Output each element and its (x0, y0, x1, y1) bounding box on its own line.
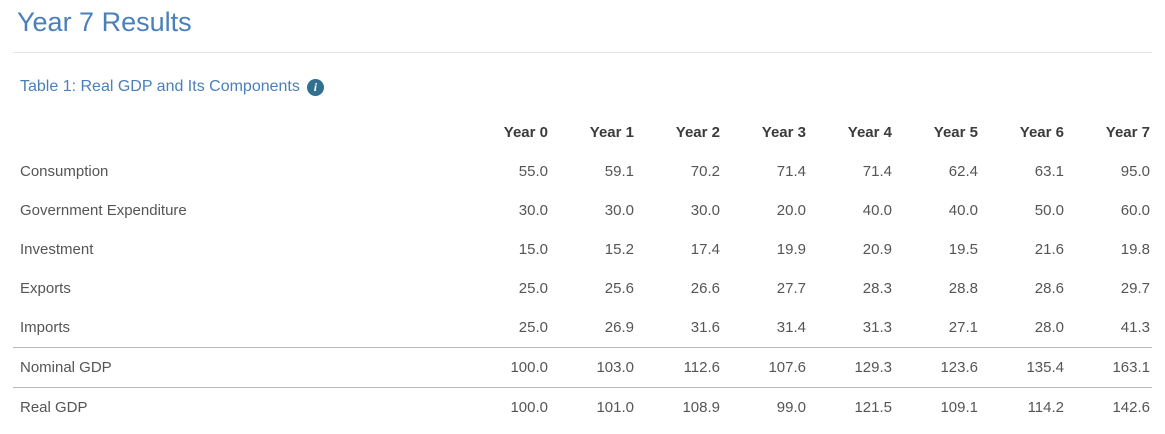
cell: 25.0 (518, 319, 548, 336)
column-header-year-1: Year 1 (589, 124, 634, 141)
cell: 112.6 (683, 359, 720, 376)
cell: 108.9 (682, 399, 720, 416)
cell: 71.4 (862, 163, 892, 180)
cell: 95.0 (1120, 163, 1150, 180)
row-label: Imports (20, 319, 71, 336)
cell: 123.6 (940, 359, 978, 376)
cell: 31.3 (862, 319, 892, 336)
cell: 25.0 (518, 280, 548, 297)
cell: 142.6 (1112, 399, 1150, 416)
column-header-year-4: Year 4 (847, 124, 892, 141)
column-header-year-6: Year 6 (1019, 124, 1064, 141)
table-row-consumption: Consumption 55.0 59.1 70.2 71.4 71.4 62.… (13, 152, 1152, 191)
cell: 31.4 (776, 319, 806, 336)
cell: 70.2 (690, 163, 720, 180)
column-header-year-7: Year 7 (1105, 124, 1150, 141)
cell: 20.9 (862, 241, 892, 258)
cell: 163.1 (1112, 359, 1150, 376)
column-header-year-0: Year 0 (503, 124, 548, 141)
cell: 19.5 (948, 241, 978, 258)
cell: 40.0 (948, 202, 978, 219)
cell: 30.0 (604, 202, 634, 219)
title-divider (13, 52, 1152, 53)
corner-cell (13, 113, 464, 152)
cell: 59.1 (604, 163, 634, 180)
info-circle-icon[interactable]: i (306, 78, 324, 96)
cell: 31.6 (690, 319, 720, 336)
table-row-government-expenditure: Government Expenditure 30.0 30.0 30.0 20… (13, 191, 1152, 230)
cell: 63.1 (1034, 163, 1064, 180)
row-label: Consumption (20, 163, 109, 180)
cell: 26.9 (604, 319, 634, 336)
page-title: Year 7 Results (17, 7, 192, 37)
cell: 28.8 (948, 280, 978, 297)
column-header-year-5: Year 5 (933, 124, 978, 141)
cell: 135.4 (1026, 359, 1064, 376)
cell: 99.0 (776, 399, 806, 416)
cell: 109.1 (940, 399, 978, 416)
cell: 28.3 (862, 280, 892, 297)
cell: 27.7 (776, 280, 806, 297)
cell: 28.6 (1034, 280, 1064, 297)
cell: 100.0 (510, 359, 548, 376)
cell: 41.3 (1120, 319, 1150, 336)
cell: 101.0 (596, 399, 634, 416)
cell: 20.0 (776, 202, 806, 219)
cell: 15.2 (604, 241, 634, 258)
cell: 114.2 (1027, 399, 1064, 416)
table-header-row: Year 0 Year 1 Year 2 Year 3 Year 4 Year … (13, 113, 1152, 152)
cell: 21.6 (1034, 241, 1064, 258)
cell: 29.7 (1120, 280, 1150, 297)
cell: 27.1 (948, 319, 978, 336)
cell: 62.4 (948, 163, 978, 180)
column-header-year-2: Year 2 (675, 124, 720, 141)
cell: 25.6 (604, 280, 634, 297)
cell: 40.0 (862, 202, 892, 219)
cell: 30.0 (518, 202, 548, 219)
cell: 100.0 (510, 399, 548, 416)
cell: 19.9 (776, 241, 806, 258)
table-row-investment: Investment 15.0 15.2 17.4 19.9 20.9 19.5… (13, 230, 1152, 269)
row-label: Investment (20, 241, 94, 258)
cell: 50.0 (1034, 202, 1064, 219)
cell: 15.0 (518, 241, 548, 258)
cell: 107.6 (768, 359, 806, 376)
cell: 19.8 (1120, 241, 1150, 258)
row-label: Nominal GDP (20, 359, 112, 376)
table-row-real-gdp: Real GDP 100.0 101.0 108.9 99.0 121.5 10… (13, 387, 1152, 428)
cell: 71.4 (776, 163, 806, 180)
cell: 103.0 (596, 359, 634, 376)
cell: 55.0 (518, 163, 548, 180)
table-row-exports: Exports 25.0 25.6 26.6 27.7 28.3 28.8 28… (13, 269, 1152, 308)
table-caption: Table 1: Real GDP and Its Components (20, 78, 300, 95)
cell: 60.0 (1120, 202, 1150, 219)
cell: 26.6 (690, 280, 720, 297)
row-label: Exports (20, 280, 71, 297)
table-row-nominal-gdp: Nominal GDP 100.0 103.0 112.6 107.6 129.… (13, 347, 1152, 388)
cell: 121.5 (854, 399, 892, 416)
cell: 30.0 (690, 202, 720, 219)
table-caption-row: Table 1: Real GDP and Its Components i (20, 78, 1152, 96)
cell: 129.3 (854, 359, 892, 376)
column-header-year-3: Year 3 (761, 124, 806, 141)
row-label: Government Expenditure (20, 202, 187, 219)
cell: 28.0 (1034, 319, 1064, 336)
row-label: Real GDP (20, 399, 88, 416)
cell: 17.4 (690, 241, 720, 258)
table-row-imports: Imports 25.0 26.9 31.6 31.4 31.3 27.1 28… (13, 308, 1152, 348)
results-table: Year 0 Year 1 Year 2 Year 3 Year 4 Year … (13, 113, 1152, 427)
